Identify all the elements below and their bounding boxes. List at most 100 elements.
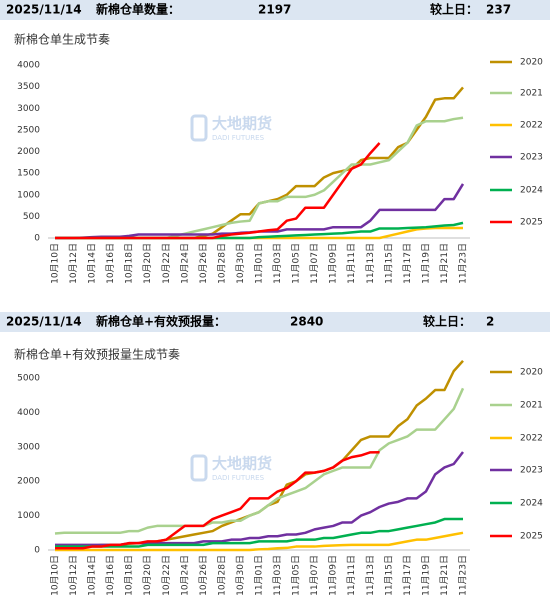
x-tick-label: 11月05日 [291, 555, 302, 596]
legend-label: 2020 [520, 58, 543, 68]
header-change: 2 [486, 315, 494, 329]
y-tick-label: 4000 [17, 408, 40, 418]
legend-label: 2024 [520, 186, 543, 196]
x-tick-label: 10月18日 [124, 555, 135, 596]
watermark-name: 大地期货 [212, 455, 272, 473]
legend-label: 2021 [520, 401, 543, 411]
legend-label: 2023 [520, 466, 543, 476]
legend-label: 2022 [520, 434, 543, 444]
series-line [55, 451, 380, 550]
header-bar [0, 312, 550, 332]
x-tick-label: 10月14日 [87, 243, 98, 284]
x-tick-label: 10月22日 [161, 243, 172, 284]
x-tick-label: 10月28日 [216, 555, 227, 596]
y-tick-label: 1000 [17, 190, 40, 200]
y-tick-label: 4000 [17, 61, 40, 71]
header-label: 新棉仓单数量： [96, 2, 180, 17]
watermark-sub: DADI FUTURES [212, 134, 265, 142]
legend-label: 2025 [520, 532, 543, 542]
legend-label: 2024 [520, 499, 543, 509]
x-tick-label: 11月03日 [272, 555, 283, 596]
x-tick-label: 11月17日 [402, 555, 413, 596]
legend-label: 2020 [520, 368, 543, 378]
x-tick-label: 11月21日 [439, 555, 450, 596]
x-tick-label: 10月20日 [142, 243, 153, 284]
y-tick-label: 5000 [17, 374, 40, 384]
x-tick-label: 10月16日 [105, 555, 116, 596]
legend-label: 2023 [520, 153, 543, 163]
x-tick-label: 11月07日 [309, 555, 320, 596]
series-line [55, 517, 463, 548]
series-line [55, 183, 465, 240]
x-tick-label: 10月26日 [198, 243, 209, 284]
header-value: 2197 [258, 3, 291, 17]
header-label: 新棉仓单+有效预报量： [96, 314, 226, 329]
header-change-label: 较上日： [430, 2, 478, 17]
x-tick-label: 11月19日 [420, 243, 431, 284]
x-tick-label: 10月26日 [198, 555, 209, 596]
y-tick-label: 500 [23, 212, 40, 222]
x-tick-label: 10月12日 [68, 555, 79, 596]
series-line [54, 387, 465, 535]
x-tick-label: 11月01日 [254, 243, 265, 284]
x-tick-label: 11月07日 [309, 243, 320, 284]
y-tick-label: 3500 [17, 82, 40, 92]
y-tick-label: 3000 [17, 442, 40, 452]
watermark-name: 大地期货 [212, 115, 272, 133]
y-tick-label: 0 [34, 546, 40, 556]
x-tick-label: 10月16日 [105, 243, 116, 284]
y-tick-label: 2000 [17, 477, 40, 487]
series-line [55, 142, 381, 240]
x-tick-label: 11月13日 [365, 243, 376, 284]
y-tick-label: 0 [34, 234, 40, 244]
x-tick-label: 10月24日 [179, 243, 190, 284]
x-tick-label: 10月20日 [142, 555, 153, 596]
x-tick-label: 10月10日 [50, 555, 61, 596]
x-tick-label: 10月18日 [124, 243, 135, 284]
series-line [55, 531, 464, 552]
chart-title: 新棉仓单生成节奏 [14, 32, 110, 47]
watermark-logo [190, 114, 208, 142]
y-tick-label: 1000 [17, 511, 40, 521]
x-tick-label: 11月11日 [346, 555, 357, 596]
x-tick-label: 10月24日 [179, 555, 190, 596]
watermark-sub: DADI FUTURES [212, 474, 265, 482]
x-tick-label: 11月01日 [254, 555, 265, 596]
legend-label: 2022 [520, 121, 543, 131]
header-date: 2025/11/14 [6, 3, 82, 17]
header-value: 2840 [290, 315, 323, 329]
x-tick-label: 10月22日 [161, 555, 172, 596]
x-tick-label: 11月23日 [458, 555, 469, 596]
y-tick-label: 2500 [17, 125, 40, 135]
x-tick-label: 10月30日 [235, 243, 246, 284]
x-tick-label: 11月13日 [365, 555, 376, 596]
x-tick-label: 11月17日 [402, 243, 413, 284]
x-tick-label: 11月09日 [328, 243, 339, 284]
x-tick-label: 11月11日 [346, 243, 357, 284]
header-date: 2025/11/14 [6, 315, 82, 329]
x-tick-label: 11月05日 [291, 243, 302, 284]
x-tick-label: 11月09日 [328, 555, 339, 596]
legend-label: 2025 [520, 218, 543, 228]
series-line [55, 86, 464, 240]
x-tick-label: 10月14日 [87, 555, 98, 596]
watermark-logo [190, 454, 208, 482]
header-bar [0, 0, 550, 20]
x-tick-label: 10月10日 [50, 243, 61, 284]
y-tick-label: 1500 [17, 169, 40, 179]
chart-title: 新棉仓单+有效预报量生成节奏 [14, 347, 180, 362]
header-change-label: 较上日： [423, 314, 471, 329]
x-tick-label: 11月15日 [383, 555, 394, 596]
x-tick-label: 11月21日 [439, 243, 450, 284]
y-tick-label: 3000 [17, 104, 40, 114]
x-tick-label: 11月23日 [458, 243, 469, 284]
header-change: 237 [486, 3, 511, 17]
legend-label: 2021 [520, 89, 543, 99]
y-tick-label: 2000 [17, 147, 40, 157]
x-tick-label: 11月15日 [383, 243, 394, 284]
x-tick-label: 11月19日 [420, 555, 431, 596]
x-tick-label: 10月30日 [235, 555, 246, 596]
x-tick-label: 10月28日 [216, 243, 227, 284]
x-tick-label: 10月12日 [68, 243, 79, 284]
